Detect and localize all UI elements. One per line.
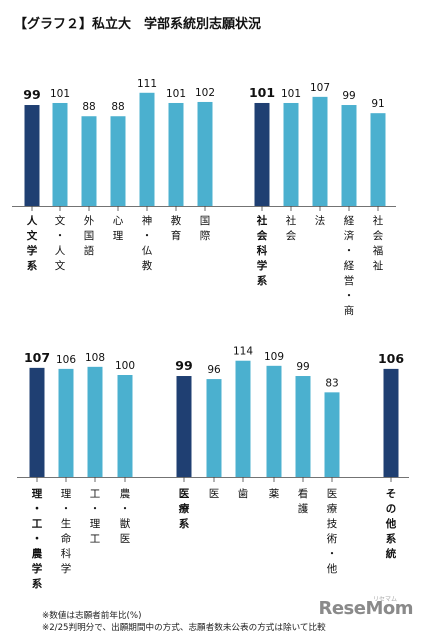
bar-2-3 <box>87 366 103 477</box>
bar-1-1 <box>24 105 40 206</box>
bar-1-11 <box>341 105 357 206</box>
tick-label-1-12: 社会福祉 <box>373 214 384 272</box>
chart-title: 【グラフ２】私立大 学部系統別志願状況 <box>14 17 262 32</box>
bar-2-8 <box>266 365 282 477</box>
data-label-1-3: 88 <box>82 101 95 113</box>
data-label-1-8: 101 <box>249 85 275 100</box>
bar-1-12 <box>370 113 386 206</box>
data-label-2-1: 107 <box>24 350 50 365</box>
bar-1-5 <box>139 92 155 206</box>
bar-2-5 <box>176 376 192 477</box>
data-label-1-7: 102 <box>195 87 215 99</box>
data-label-2-10: 83 <box>325 377 338 389</box>
tick-label-1-11: 経済・経営・商 <box>344 214 355 317</box>
bar-2-6 <box>206 379 222 477</box>
data-label-1-5: 111 <box>137 78 157 90</box>
tick-label-1-6: 教育 <box>171 214 182 242</box>
data-label-1-6: 101 <box>166 88 186 100</box>
bar-1-8 <box>254 102 270 206</box>
tick-label-2-11: その他系統 <box>385 488 397 560</box>
tick-label-1-1: 人文学系 <box>26 214 38 272</box>
data-label-2-9: 99 <box>296 361 309 373</box>
bar-2-2 <box>58 368 74 477</box>
bar-2-7 <box>235 360 251 477</box>
bar-1-2 <box>52 102 68 206</box>
bar-1-3 <box>81 116 97 206</box>
tick-label-1-10: 法 <box>315 214 326 227</box>
footnote-1: ※数値は志願者前年比(%) <box>42 611 142 621</box>
data-label-2-4: 100 <box>115 360 135 372</box>
resemom-logo: ReseMom <box>318 598 413 619</box>
bar-2-1 <box>29 367 45 477</box>
data-label-1-11: 99 <box>342 90 355 102</box>
data-label-2-5: 99 <box>175 358 192 373</box>
data-label-2-2: 106 <box>56 354 76 366</box>
tick-label-2-3: 工・理工 <box>90 488 101 545</box>
tick-label-2-2: 理・生命科学 <box>61 488 72 575</box>
footnote-2: ※2/25判明分で、出願期間中の方式、志願者数未公表の方式は除いて比較 <box>42 623 326 633</box>
tick-label-1-2: 文・人文 <box>55 214 66 272</box>
tick-label-2-5: 医療系 <box>179 488 190 530</box>
bar-2-9 <box>295 376 311 477</box>
data-label-2-6: 96 <box>207 364 221 376</box>
tick-label-1-8: 社会科学系 <box>256 214 268 287</box>
logo-subtext: リセマム <box>372 596 397 603</box>
tick-label-1-7: 国際 <box>200 215 211 242</box>
data-label-2-8: 109 <box>264 351 284 363</box>
tick-label-2-9: 看護 <box>298 487 309 515</box>
tick-label-2-4: 農・獣医 <box>120 487 131 545</box>
data-label-1-10: 107 <box>310 82 330 94</box>
tick-label-2-7: 歯 <box>238 487 249 500</box>
bar-1-4 <box>110 116 126 206</box>
bar-2-11 <box>383 368 399 477</box>
bar-1-10 <box>312 96 328 206</box>
tick-label-1-3: 外国語 <box>84 215 95 257</box>
tick-label-2-10: 医療技術・他 <box>327 488 338 575</box>
tick-label-2-1: 理・工・農学系 <box>32 488 43 590</box>
tick-label-1-4: 心理 <box>113 215 124 242</box>
footnotes: ※数値は志願者前年比(%) ※2/25判明分で、出願期間中の方式、志願者数未公表… <box>42 610 326 634</box>
tick-label-1-5: 神・仏教 <box>142 214 153 272</box>
data-label-1-1: 99 <box>23 87 40 102</box>
data-label-1-12: 91 <box>371 98 384 110</box>
bar-2-4 <box>117 375 133 477</box>
tick-label-1-9: 社会 <box>286 214 297 242</box>
tick-label-2-6: 医 <box>209 488 220 500</box>
data-label-1-4: 88 <box>111 101 124 113</box>
data-label-2-11: 106 <box>378 351 404 366</box>
bar-1-7 <box>197 101 213 206</box>
data-label-2-7: 114 <box>233 346 253 358</box>
data-label-1-9: 101 <box>281 88 301 100</box>
bar-1-9 <box>283 102 299 206</box>
data-label-2-3: 108 <box>85 352 105 364</box>
tick-label-2-8: 薬 <box>269 488 280 500</box>
bar-1-6 <box>168 102 184 206</box>
bar-2-10 <box>324 392 340 477</box>
data-label-1-2: 101 <box>50 88 70 100</box>
